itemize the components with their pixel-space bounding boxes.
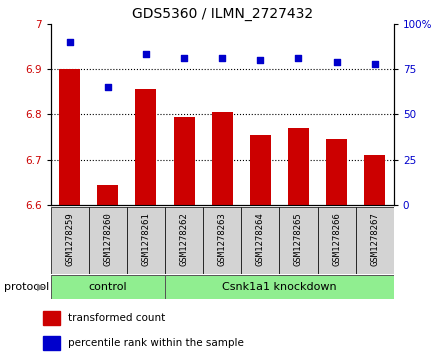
Point xyxy=(371,61,378,66)
Text: percentile rank within the sample: percentile rank within the sample xyxy=(68,338,244,348)
Text: GSM1278265: GSM1278265 xyxy=(294,212,303,266)
Bar xyxy=(212,112,233,205)
Title: GDS5360 / ILMN_2727432: GDS5360 / ILMN_2727432 xyxy=(132,7,313,21)
FancyBboxPatch shape xyxy=(356,207,394,274)
Point xyxy=(180,55,187,61)
FancyBboxPatch shape xyxy=(165,207,203,274)
Text: GSM1278262: GSM1278262 xyxy=(180,212,189,266)
FancyBboxPatch shape xyxy=(89,207,127,274)
Point xyxy=(66,39,73,45)
FancyBboxPatch shape xyxy=(318,207,356,274)
Text: transformed count: transformed count xyxy=(68,313,165,323)
Bar xyxy=(136,89,157,205)
Bar xyxy=(326,139,347,205)
FancyBboxPatch shape xyxy=(279,207,318,274)
Text: ▶: ▶ xyxy=(37,282,44,292)
Bar xyxy=(43,336,60,350)
FancyBboxPatch shape xyxy=(127,207,165,274)
Point xyxy=(257,57,264,63)
Point xyxy=(104,84,111,90)
Bar xyxy=(43,310,60,325)
Point xyxy=(295,55,302,61)
Text: GSM1278259: GSM1278259 xyxy=(65,212,74,266)
Text: protocol: protocol xyxy=(4,282,50,292)
FancyBboxPatch shape xyxy=(51,207,89,274)
Point xyxy=(333,59,340,65)
FancyBboxPatch shape xyxy=(203,207,241,274)
Point xyxy=(219,55,226,61)
Text: GSM1278266: GSM1278266 xyxy=(332,212,341,266)
Bar xyxy=(59,69,80,205)
Text: GSM1278261: GSM1278261 xyxy=(141,212,150,266)
Text: Csnk1a1 knockdown: Csnk1a1 knockdown xyxy=(222,282,337,292)
Bar xyxy=(288,128,309,205)
Bar xyxy=(174,117,194,205)
FancyBboxPatch shape xyxy=(241,207,279,274)
Text: GSM1278264: GSM1278264 xyxy=(256,212,265,266)
Point xyxy=(143,52,150,57)
FancyBboxPatch shape xyxy=(51,275,165,299)
Bar xyxy=(364,155,385,205)
Text: GSM1278267: GSM1278267 xyxy=(370,212,379,266)
Text: control: control xyxy=(88,282,127,292)
Bar xyxy=(250,135,271,205)
Bar xyxy=(97,185,118,205)
Text: GSM1278263: GSM1278263 xyxy=(218,212,227,266)
FancyBboxPatch shape xyxy=(165,275,394,299)
Text: GSM1278260: GSM1278260 xyxy=(103,212,112,266)
